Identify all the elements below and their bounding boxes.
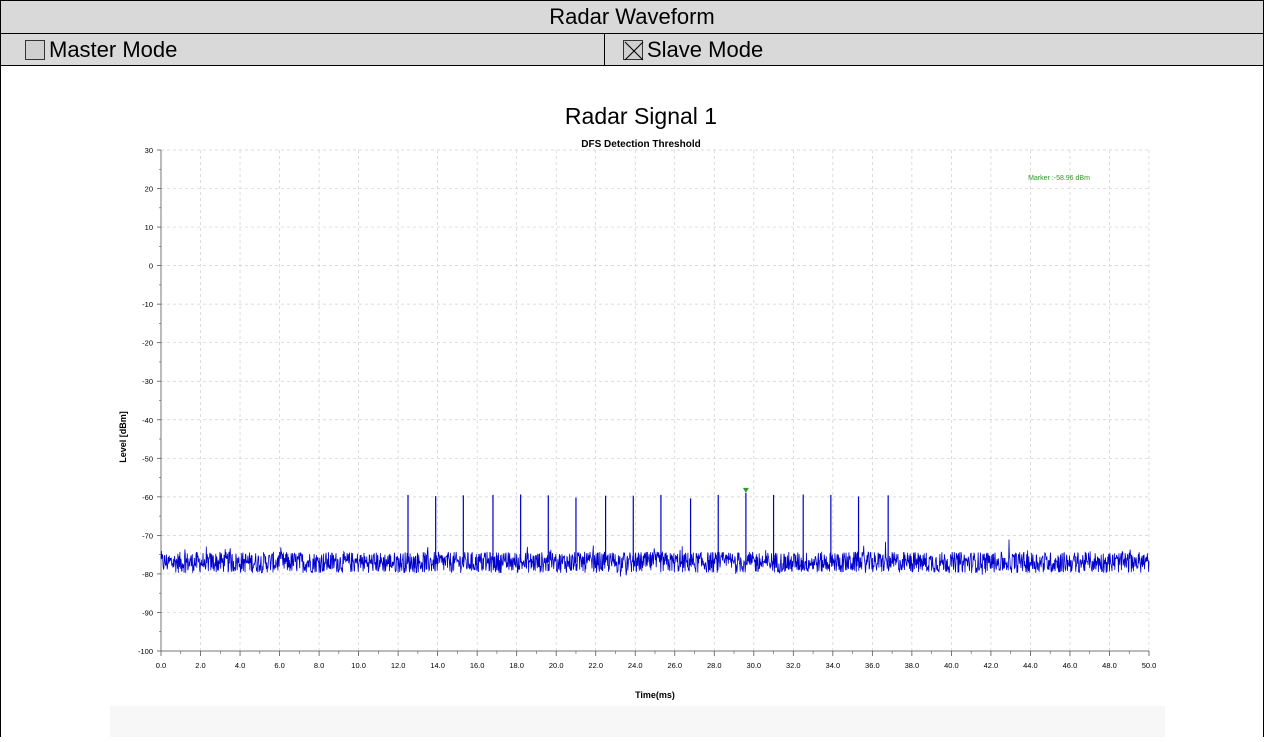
x-tick-label: 40.0: [944, 661, 959, 670]
mode-selector: Master Mode Slave Mode: [0, 33, 1264, 66]
x-tick-label: 36.0: [865, 661, 880, 670]
x-tick-label: 32.0: [786, 661, 801, 670]
master-mode-option[interactable]: Master Mode: [1, 34, 605, 65]
x-tick-label: 0.0: [156, 661, 166, 670]
y-tick-label: -40: [142, 416, 153, 425]
chart-subtitle: DFS Detection Threshold: [581, 139, 700, 150]
chart-axes: [160, 150, 1149, 652]
radar-signal-chart: Radar Signal 1 DFS Detection Threshold 3…: [118, 103, 1157, 700]
x-tick-label: 8.0: [314, 661, 324, 670]
master-mode-checkbox[interactable]: [25, 39, 45, 60]
y-tick-label: -90: [142, 608, 153, 617]
x-tick-label: 38.0: [905, 661, 920, 670]
x-tick-label: 22.0: [588, 661, 603, 670]
x-tick-label: 30.0: [746, 661, 761, 670]
y-tick-label: -30: [142, 377, 153, 386]
y-tick-label: -60: [142, 493, 153, 502]
x-tick-label: 44.0: [1023, 661, 1038, 670]
x-tick-label: 4.0: [235, 661, 245, 670]
y-tick-label: -20: [142, 339, 153, 348]
x-tick-label: 50.0: [1142, 661, 1157, 670]
radar-pulses: [407, 492, 889, 563]
x-tick-label: 26.0: [667, 661, 682, 670]
x-tick-label: 24.0: [628, 661, 643, 670]
marker-triangle: [742, 487, 749, 493]
x-tick-label: 28.0: [707, 661, 722, 670]
x-tick-label: 14.0: [430, 661, 445, 670]
y-axis-ticks: 30 20 10 0 -10 -20 -30 -40 -50 -60 -70 -80 -90 -100: [138, 146, 161, 656]
y-tick-label: -70: [142, 531, 153, 540]
x-tick-label: 10.0: [351, 661, 366, 670]
chart-area: Radar Signal 1 DFS Detection Threshold 3…: [0, 66, 1264, 737]
marker-readout: Marker :-58.96 dBm: [1028, 175, 1090, 182]
marker: [742, 487, 749, 493]
chart-grid: [161, 149, 1150, 651]
y-tick-label: 20: [145, 185, 153, 194]
slave-mode-option[interactable]: Slave Mode: [605, 34, 1263, 65]
y-axis-label: Level [dBm]: [118, 411, 128, 463]
y-tick-label: -50: [142, 454, 153, 463]
slave-mode-checkbox[interactable]: [623, 39, 644, 60]
y-tick-label: -10: [142, 300, 153, 309]
x-tick-label: 2.0: [195, 661, 205, 670]
y-tick-label: 30: [145, 146, 153, 155]
x-tick-label: 20.0: [549, 661, 564, 670]
chart-title: Radar Signal 1: [565, 103, 717, 129]
x-tick-label: 16.0: [470, 661, 485, 670]
master-mode-label: Master Mode: [49, 36, 178, 62]
panel-title: Radar Waveform: [0, 0, 1264, 34]
x-tick-label: 48.0: [1102, 661, 1117, 670]
x-axis-label: Time(ms): [635, 690, 675, 700]
checkmark-x-icon: [624, 41, 644, 60]
y-tick-label: 0: [149, 262, 153, 271]
y-tick-label: -80: [142, 570, 153, 579]
x-tick-label: 12.0: [391, 661, 406, 670]
x-tick-label: 18.0: [509, 661, 524, 670]
x-tick-label: 46.0: [1063, 661, 1078, 670]
x-tick-label: 34.0: [826, 661, 841, 670]
watermark-band: [110, 706, 1165, 737]
x-tick-label: 6.0: [274, 661, 284, 670]
y-tick-label: 10: [145, 223, 153, 232]
slave-mode-label: Slave Mode: [647, 36, 764, 62]
signal-trace: [160, 539, 1150, 577]
y-tick-label: -100: [138, 647, 153, 656]
x-axis-ticks: 0.0 2.0 4.0 6.0 8.0 10.0 12.0 14.0 16.0 18.0 20.0 2…: [156, 651, 1157, 670]
x-tick-label: 42.0: [984, 661, 999, 670]
